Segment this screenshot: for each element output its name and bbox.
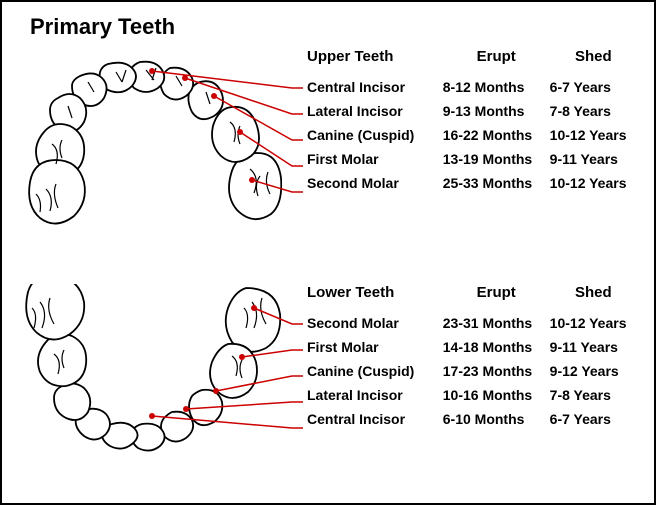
col-header-shed: Shed <box>550 48 637 75</box>
cell-name: Canine (Cuspid) <box>307 359 443 383</box>
col-header-tooth: Upper Teeth <box>307 48 443 75</box>
cell-erupt: 13-19 Months <box>443 147 550 171</box>
table-row: Canine (Cuspid)17-23 Months9-12 Years <box>307 359 637 383</box>
cell-name: Second Molar <box>307 171 443 195</box>
cell-shed: 9-11 Years <box>550 335 637 359</box>
cell-name: Lateral Incisor <box>307 383 443 407</box>
cell-name: Canine (Cuspid) <box>307 123 443 147</box>
table-row: Central Incisor8-12 Months6-7 Years <box>307 75 637 99</box>
cell-shed: 9-11 Years <box>550 147 637 171</box>
table-row: Canine (Cuspid)16-22 Months10-12 Years <box>307 123 637 147</box>
chart-frame: Primary Teeth <box>0 0 656 505</box>
col-header-tooth: Lower Teeth <box>307 284 443 311</box>
cell-shed: 9-12 Years <box>550 359 637 383</box>
cell-shed: 10-12 Years <box>550 123 637 147</box>
table-row: Central Incisor6-10 Months6-7 Years <box>307 407 637 431</box>
cell-name: Central Incisor <box>307 407 443 431</box>
col-header-erupt: Erupt <box>443 284 550 311</box>
cell-erupt: 14-18 Months <box>443 335 550 359</box>
table-row: First Molar14-18 Months9-11 Years <box>307 335 637 359</box>
table-row: Lateral Incisor9-13 Months7-8 Years <box>307 99 637 123</box>
cell-name: Second Molar <box>307 311 443 335</box>
cell-name: First Molar <box>307 147 443 171</box>
cell-name: Lateral Incisor <box>307 99 443 123</box>
lower-teeth-table: Lower Teeth Erupt Shed Second Molar23-31… <box>307 284 637 431</box>
table-row: First Molar13-19 Months9-11 Years <box>307 147 637 171</box>
page-title: Primary Teeth <box>30 14 175 40</box>
cell-shed: 6-7 Years <box>550 75 637 99</box>
cell-name: First Molar <box>307 335 443 359</box>
col-header-erupt: Erupt <box>443 48 550 75</box>
cell-name: Central Incisor <box>307 75 443 99</box>
cell-erupt: 25-33 Months <box>443 171 550 195</box>
table-row: Lateral Incisor10-16 Months7-8 Years <box>307 383 637 407</box>
cell-erupt: 6-10 Months <box>443 407 550 431</box>
cell-erupt: 23-31 Months <box>443 311 550 335</box>
cell-erupt: 8-12 Months <box>443 75 550 99</box>
cell-erupt: 10-16 Months <box>443 383 550 407</box>
lower-arch-diagram <box>22 284 282 479</box>
cell-shed: 10-12 Years <box>550 171 637 195</box>
cell-shed: 10-12 Years <box>550 311 637 335</box>
upper-teeth-table: Upper Teeth Erupt Shed Central Incisor8-… <box>307 48 637 195</box>
cell-shed: 6-7 Years <box>550 407 637 431</box>
cell-erupt: 16-22 Months <box>443 123 550 147</box>
table-row: Second Molar23-31 Months10-12 Years <box>307 311 637 335</box>
cell-shed: 7-8 Years <box>550 99 637 123</box>
upper-arch-diagram <box>22 54 282 249</box>
cell-shed: 7-8 Years <box>550 383 637 407</box>
table-row: Second Molar25-33 Months10-12 Years <box>307 171 637 195</box>
cell-erupt: 17-23 Months <box>443 359 550 383</box>
col-header-shed: Shed <box>550 284 637 311</box>
cell-erupt: 9-13 Months <box>443 99 550 123</box>
